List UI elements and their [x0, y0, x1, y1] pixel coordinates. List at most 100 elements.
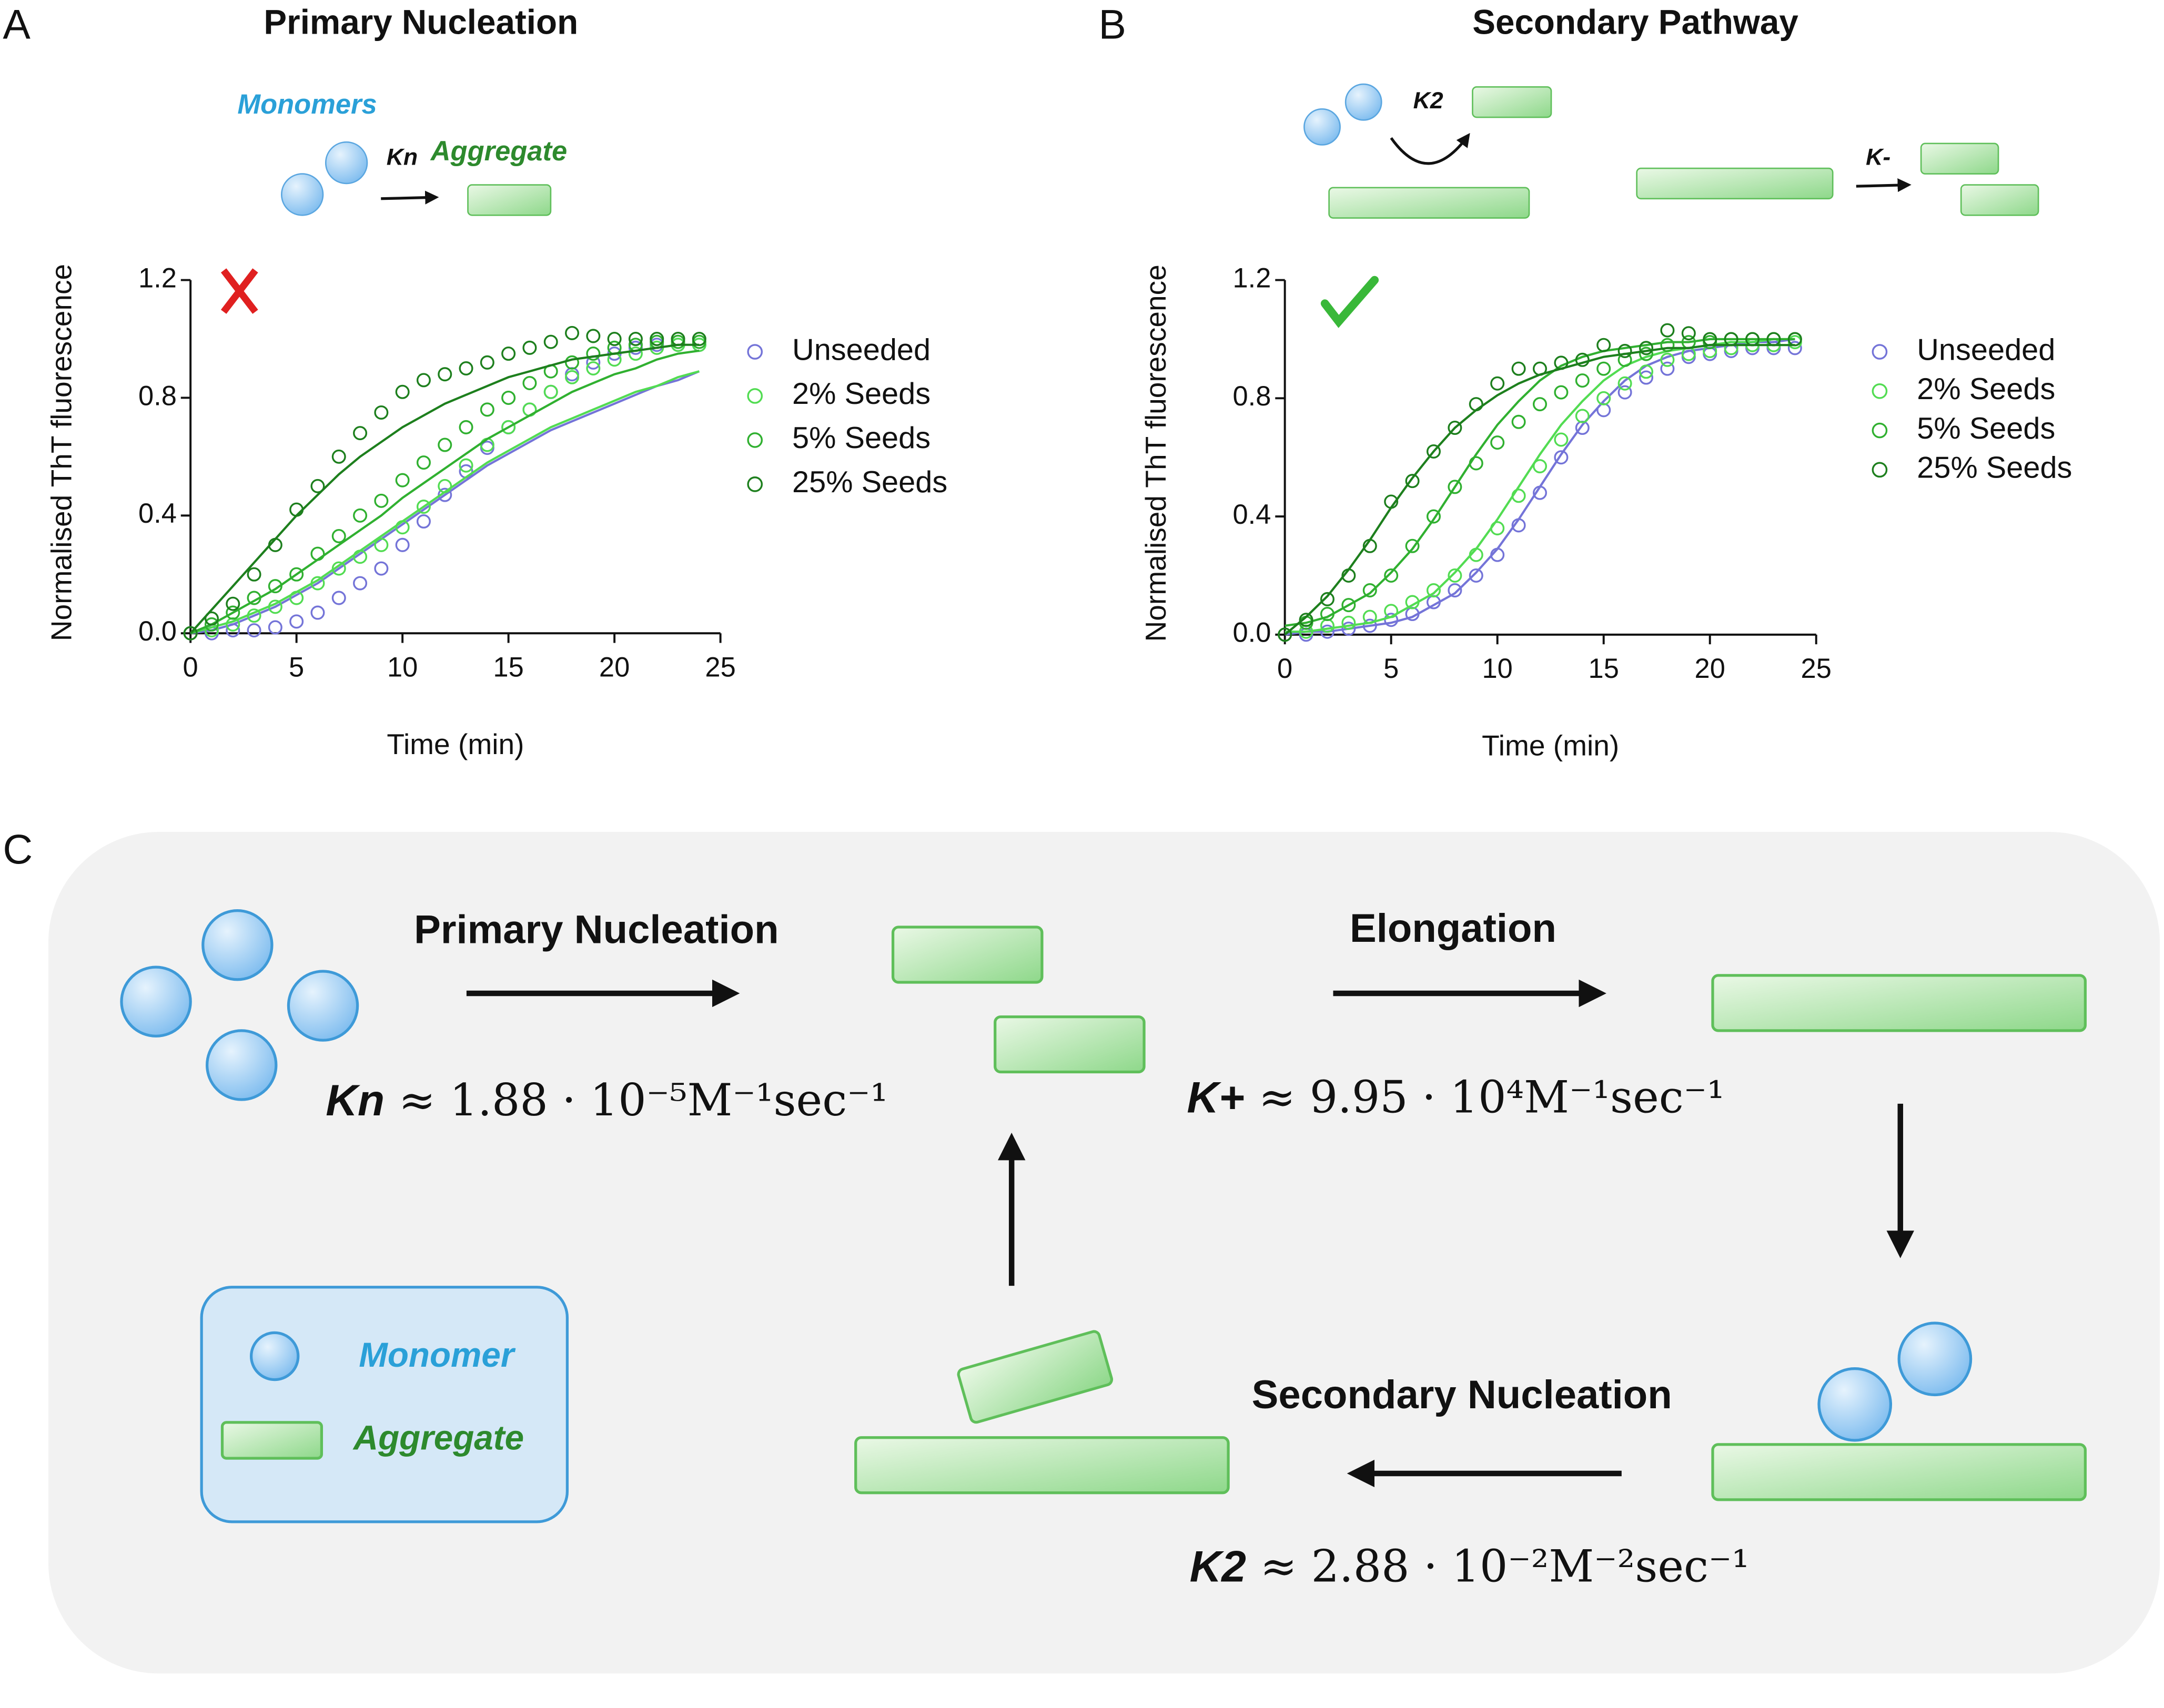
data-point [204, 617, 219, 632]
rate-symbol: Kn [326, 1075, 385, 1125]
data-point [480, 441, 494, 455]
data-point [480, 355, 494, 370]
data-point [1405, 595, 1420, 609]
aggregate [1711, 1443, 2087, 1501]
data-point [1575, 373, 1590, 388]
data-point [1554, 450, 1569, 465]
data-point [1532, 485, 1548, 500]
monomer [1817, 1367, 1893, 1442]
data-point [247, 567, 261, 582]
legend-label: Monomer [359, 1336, 516, 1374]
fit-line [1285, 338, 1795, 627]
data-point [565, 370, 580, 384]
data-point [247, 608, 261, 623]
monomer [1303, 108, 1341, 146]
data-point [459, 420, 473, 434]
aggregate [1636, 167, 1834, 200]
x-tick-label: 5 [289, 652, 304, 683]
y-tick-label: 0.0 [1232, 618, 1271, 648]
data-point [1448, 583, 1462, 598]
data-point [1362, 538, 1377, 553]
y-tick-label: 0.8 [138, 381, 177, 411]
data-point [586, 329, 601, 343]
data-point [438, 479, 452, 493]
panel-label: A [3, 1, 31, 47]
data-point [1448, 480, 1462, 494]
x-tick-label: 15 [1589, 654, 1619, 684]
data-point [1278, 627, 1292, 642]
data-point [1341, 622, 1356, 636]
aggregate [1711, 974, 2087, 1032]
data-point [1660, 361, 1675, 376]
panel-label: B [1098, 1, 1126, 47]
data-point [1384, 494, 1399, 509]
data-point [1362, 609, 1377, 624]
aggregate [1472, 86, 1552, 118]
x-tick-label: 10 [387, 652, 418, 683]
monomer [281, 173, 324, 216]
data-point [416, 514, 431, 529]
data-point [1787, 341, 1802, 355]
data-point [416, 455, 431, 470]
data-point [1554, 355, 1569, 370]
data-point [1724, 332, 1738, 347]
y-tick-label: 1.2 [138, 263, 177, 293]
data-point [416, 500, 431, 514]
data-point [438, 438, 452, 452]
data-point [289, 591, 304, 605]
data-point [1511, 414, 1526, 429]
data-point [1384, 613, 1399, 627]
monomer [1344, 83, 1382, 121]
data-point [226, 596, 240, 611]
data-point [1596, 403, 1611, 418]
legend-label: 5% Seeds [1917, 412, 2055, 445]
data-point [1511, 518, 1526, 533]
data-point [1532, 397, 1548, 412]
x-tick-label: 0 [183, 652, 198, 683]
legend-marker [747, 388, 763, 404]
rate-symbol: K+ [1187, 1073, 1245, 1122]
data-point [565, 355, 580, 370]
data-point [1639, 347, 1654, 361]
data-point [1341, 568, 1356, 583]
data-point [1532, 361, 1548, 376]
data-point [395, 520, 410, 535]
data-point [692, 334, 706, 349]
step-label: Secondary Nucleation [1252, 1372, 1672, 1417]
data-point [501, 420, 516, 434]
data-point [395, 384, 410, 399]
legend-label: Unseeded [1917, 333, 2055, 367]
chart-title: Secondary Pathway [1472, 3, 1798, 42]
data-point [331, 449, 346, 464]
fit-line [190, 370, 700, 635]
rate-symbol: K2 [1190, 1542, 1246, 1591]
y-axis-label: Normalised ThT fluorescence [45, 264, 77, 641]
data-point [1320, 624, 1334, 639]
data-point [1617, 385, 1632, 400]
data-point [268, 599, 282, 614]
legend-marker [747, 432, 763, 448]
data-point [1448, 421, 1462, 435]
data-point [628, 347, 643, 361]
data-point [650, 332, 664, 347]
data-point [1660, 323, 1675, 338]
chart-title: Primary Nucleation [264, 3, 578, 42]
data-point [374, 493, 389, 508]
data-point [1745, 332, 1760, 347]
monomer [325, 141, 368, 185]
data-point [247, 591, 261, 605]
data-point [310, 605, 325, 620]
rate-label: Kn [387, 144, 418, 170]
y-tick-label: 0.4 [1232, 500, 1271, 530]
data-point [1766, 332, 1781, 347]
data-point [501, 390, 516, 405]
data-point [1724, 343, 1738, 358]
rate-expression: ≈ 2.88 · 10⁻²M⁻²sec⁻¹ [1260, 1541, 1750, 1592]
data-point [331, 561, 346, 576]
data-point [395, 537, 410, 552]
data-point [183, 626, 198, 640]
scheme-b: K2 K- [1303, 83, 2039, 219]
legend-label: Aggregate [352, 1418, 524, 1457]
y-tick-label: 0.8 [1232, 381, 1271, 412]
data-point [1511, 489, 1526, 503]
